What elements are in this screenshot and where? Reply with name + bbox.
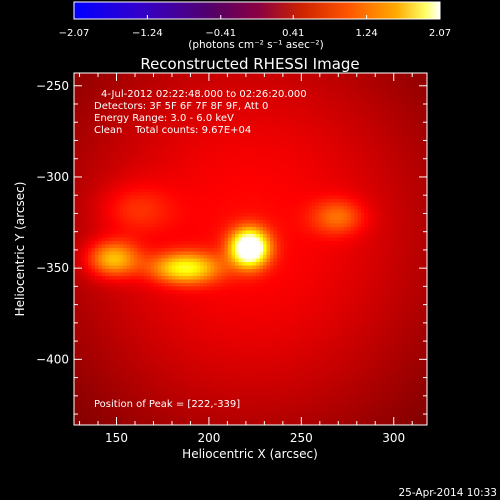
detectors-annotation: Detectors: 3F 5F 6F 7F 8F 9F, Att 0: [94, 101, 268, 112]
y-axis-label: Heliocentric Y (arcsec): [13, 182, 27, 317]
peak-annotation: Position of Peak = [222,-339]: [94, 399, 240, 410]
time-range-annotation: 4-Jul-2012 02:22:48.000 to 02:26:20.000: [101, 89, 307, 100]
colorbar-label: (photons cm⁻² s⁻¹ asec⁻²): [188, 39, 323, 51]
x-tick-label: 200: [197, 431, 220, 445]
colorbar-tick-label: −2.07: [59, 28, 90, 39]
y-axis-ticks: −250 −300 −350 −400: [36, 79, 427, 415]
x-tick-label: 300: [382, 431, 405, 445]
y-tick-label: −350: [36, 261, 69, 275]
y-tick-label: −250: [36, 79, 69, 93]
colorbar: [73, 1, 441, 20]
colorbar-ticks: −2.07 −1.24 −0.41 0.41 1.24 2.07: [59, 15, 451, 39]
colorbar-tick-label: −0.41: [205, 28, 236, 39]
x-tick-label: 250: [290, 431, 313, 445]
energy-annotation: Energy Range: 3.0 - 6.0 keV: [94, 113, 234, 124]
chart-title: Reconstructed RHESSI Image: [140, 55, 359, 73]
colorbar-tick-label: 0.41: [282, 28, 304, 39]
colorbar-tick-label: −1.24: [132, 28, 163, 39]
colorbar-tick-label: 2.07: [429, 28, 451, 39]
colorbar-tick-label: 1.24: [355, 28, 377, 39]
plot-frame: [73, 72, 428, 426]
clean-annotation: Clean Total counts: 9.67E+04: [94, 125, 251, 136]
heatmap-image: [74, 73, 427, 425]
footer-timestamp: 25-Apr-2014 10:33: [398, 487, 497, 499]
x-tick-label: 150: [105, 431, 128, 445]
y-tick-label: −300: [36, 170, 69, 184]
x-axis-ticks: 150 200 250 300: [79, 73, 413, 445]
x-axis-label: Heliocentric X (arcsec): [182, 447, 318, 461]
y-tick-label: −400: [36, 352, 69, 366]
